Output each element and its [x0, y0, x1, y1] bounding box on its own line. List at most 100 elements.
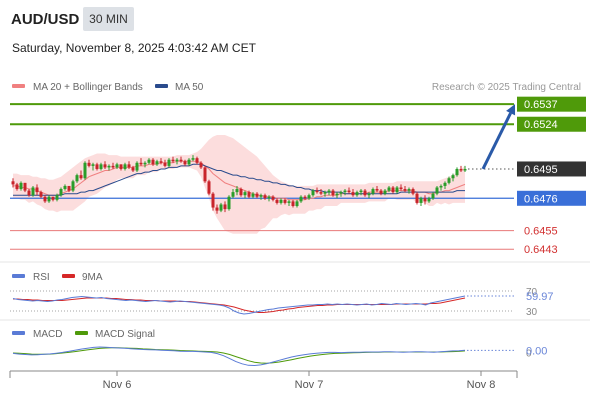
candle: [111, 162, 115, 169]
legend-swatch-rsi-ma: [62, 274, 75, 278]
candle: [379, 189, 383, 196]
candle: [151, 158, 155, 166]
resistance-label-1: 0.6524: [524, 119, 558, 131]
rsi-ma-line: [13, 297, 466, 313]
macd-line: [12, 346, 466, 367]
timeframe-badge[interactable]: [83, 7, 134, 31]
rsi-line: [12, 295, 466, 315]
candle: [459, 165, 463, 173]
candle-body: [359, 190, 363, 193]
candle: [99, 162, 103, 171]
candle-body: [331, 190, 335, 196]
level-lines-layer: [10, 103, 514, 250]
candle: [43, 195, 47, 203]
candle: [391, 185, 395, 194]
candle: [243, 190, 247, 199]
candle-body: [271, 196, 275, 200]
candle-body: [19, 182, 23, 190]
candle: [435, 185, 439, 196]
legend-swatch-macd: [12, 331, 25, 335]
candle-body: [463, 168, 467, 171]
candle: [235, 185, 239, 196]
candle: [215, 204, 219, 214]
candle: [351, 189, 355, 197]
candle-body: [279, 199, 283, 203]
candle-body: [391, 187, 395, 193]
candle-body: [119, 164, 123, 169]
macd-panel: 00.00: [12, 345, 547, 367]
legend-label-ma50: MA 50: [175, 82, 204, 93]
candle: [207, 179, 211, 196]
candle: [259, 193, 263, 200]
candle-body: [23, 182, 27, 191]
candle-body: [407, 189, 411, 191]
candle: [199, 161, 203, 169]
candle-body: [395, 187, 399, 193]
candle-body: [355, 192, 359, 196]
candle-body: [87, 162, 91, 166]
candle-body: [163, 162, 167, 166]
candle: [159, 158, 163, 165]
candle-body: [143, 162, 147, 165]
candle: [291, 199, 295, 208]
candle-body: [275, 199, 279, 203]
candle: [23, 182, 27, 193]
candle-body: [263, 195, 267, 199]
candle-body: [67, 185, 71, 191]
candle: [319, 189, 323, 196]
candle: [127, 161, 131, 169]
candle-body: [115, 164, 119, 168]
candle: [143, 161, 147, 168]
candle-body: [427, 198, 431, 202]
candle-body: [387, 187, 391, 191]
candle: [275, 198, 279, 205]
candle-body: [327, 190, 331, 193]
ma20-line: [13, 160, 466, 201]
candle: [279, 198, 283, 205]
candle: [295, 199, 299, 208]
candle: [83, 161, 87, 180]
candle-body: [363, 190, 367, 196]
candle-body: [343, 190, 347, 193]
candle-body: [447, 178, 451, 183]
candle: [395, 185, 399, 194]
candle: [27, 189, 31, 197]
rsi-last-value: 59.97: [526, 291, 554, 303]
candle: [191, 155, 195, 162]
rsi-panel: 70 30 59.97: [10, 287, 554, 318]
candle-body: [399, 187, 403, 190]
candle-body: [299, 196, 303, 202]
candle: [307, 193, 311, 200]
candle: [15, 182, 19, 191]
candle-body: [303, 196, 307, 199]
legend-label-macd: MACD: [33, 329, 62, 340]
watermark: Research © 2025 Trading Central: [432, 82, 581, 93]
candle: [179, 156, 183, 163]
candle-body: [315, 190, 319, 193]
resistance-tag-0: [517, 96, 586, 112]
candle: [35, 184, 39, 196]
candle: [399, 184, 403, 191]
bollinger-band-area: [13, 135, 465, 234]
candle-body: [379, 190, 383, 194]
candle-body: [323, 192, 327, 194]
candle: [387, 185, 391, 193]
candle: [147, 158, 151, 165]
candle-body: [435, 187, 439, 194]
candle: [343, 189, 347, 196]
candle-body: [39, 192, 43, 197]
candle-body: [47, 196, 51, 202]
candle-body: [255, 193, 259, 197]
candle: [67, 185, 71, 193]
candle-body: [171, 159, 175, 162]
candle-body: [251, 193, 255, 197]
legend-label-rsi: RSI: [33, 272, 50, 283]
candle: [71, 179, 75, 193]
candle: [431, 192, 435, 200]
candle: [411, 187, 415, 196]
candle-body: [131, 167, 135, 171]
candle-body: [35, 187, 39, 193]
candle-body: [227, 196, 231, 210]
candle-body: [107, 165, 111, 168]
candle-body: [247, 192, 251, 197]
